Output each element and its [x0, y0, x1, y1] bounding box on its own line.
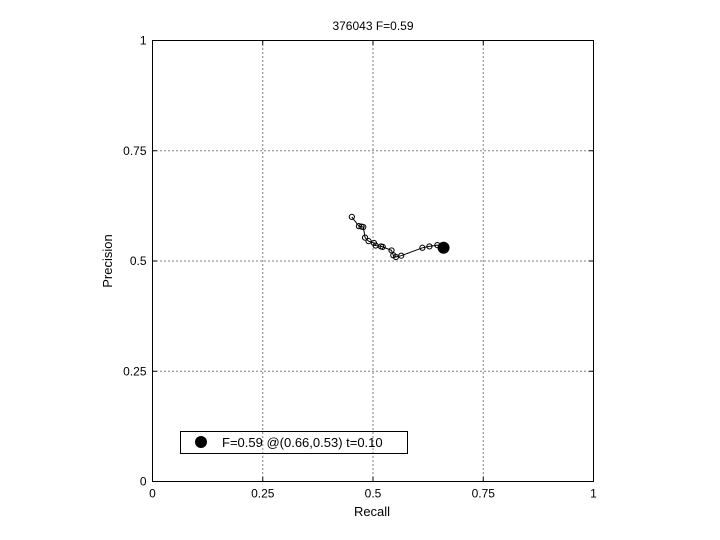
best-f-point	[437, 241, 450, 254]
pr-curve-point	[426, 243, 433, 250]
x-tick-label: 0	[149, 487, 156, 501]
series-layer	[348, 213, 450, 261]
x-tick-label: 0.75	[472, 487, 496, 501]
legend: F=0.59 @(0.66,0.53) t=0.10	[180, 431, 408, 454]
chart-title: 376043 F=0.59	[332, 19, 413, 33]
x-tick-label: 0.25	[251, 487, 275, 501]
pr-curve-point	[379, 243, 386, 250]
pr-curve-point	[365, 238, 372, 245]
y-tick-label: 0.5	[130, 254, 147, 268]
grid-layer	[152, 40, 594, 482]
y-tick-label: 0.25	[123, 364, 147, 378]
legend-marker	[195, 436, 207, 448]
pr-curve-point	[419, 244, 426, 251]
y-tick-label: 1	[140, 34, 147, 48]
pr-curve-point	[348, 213, 355, 220]
y-tick-label: 0.75	[123, 144, 147, 158]
pr-curve-point	[398, 252, 405, 259]
pr-curve-point	[355, 223, 362, 230]
pr-curve-point	[361, 234, 369, 241]
x-tick-label: 1	[590, 487, 597, 501]
y-tick-label: 0	[140, 475, 147, 489]
pr-curve-point	[360, 223, 367, 231]
legend-box	[180, 431, 408, 454]
tick-layer: 0 0.25 0.5 0.75 1 0 0.25 0.5 0.75 1	[123, 34, 597, 501]
pr-curve-line	[351, 216, 442, 258]
x-tick-label: 0.5	[365, 487, 382, 501]
y-axis-label: Precision	[100, 234, 115, 287]
legend-entry: F=0.59 @(0.66,0.53) t=0.10	[222, 435, 383, 450]
x-axis-label: Recall	[354, 504, 390, 519]
